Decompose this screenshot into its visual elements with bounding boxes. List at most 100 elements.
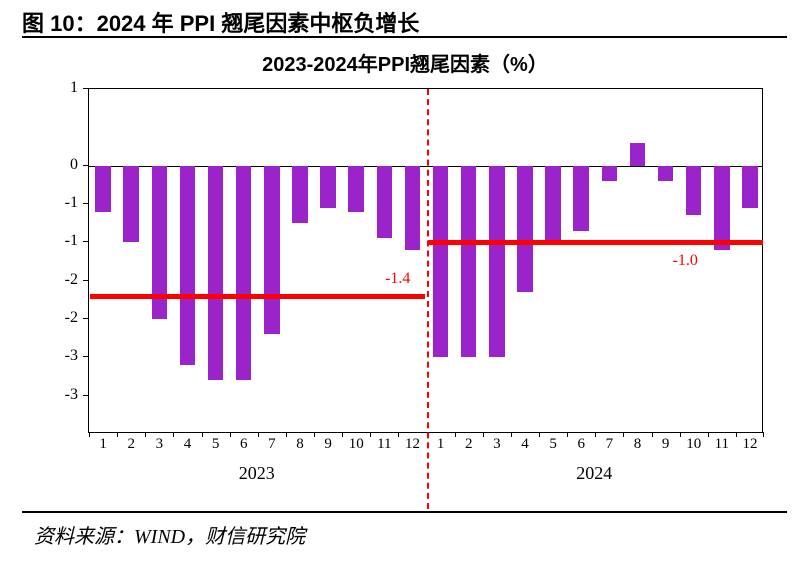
x-tick-label: 10 <box>349 436 364 453</box>
bar <box>602 166 617 181</box>
x-tick <box>89 432 90 437</box>
bar <box>264 166 279 335</box>
y-tick-label: -2 <box>28 271 78 289</box>
bar <box>208 166 223 381</box>
x-tick <box>342 432 343 437</box>
y-tick-label: -3 <box>28 347 78 365</box>
bar <box>95 166 110 212</box>
x-tick <box>117 432 118 437</box>
year-label: 2023 <box>239 463 275 484</box>
bar <box>348 166 363 212</box>
x-tick-label: 1 <box>99 436 107 453</box>
x-tick <box>652 432 653 437</box>
x-tick <box>173 432 174 437</box>
y-tick <box>83 356 88 357</box>
x-tick <box>370 432 371 437</box>
y-tick <box>83 203 88 204</box>
bar <box>573 166 588 231</box>
x-tick-label: 7 <box>606 436 614 453</box>
figure-caption: 图 10：2024 年 PPI 翘尾因素中枢负增长 <box>22 6 419 38</box>
chart-title: 2023-2024年PPI翘尾因素（%） <box>28 48 782 77</box>
x-tick <box>314 432 315 437</box>
x-tick <box>539 432 540 437</box>
y-tick <box>83 165 88 166</box>
x-tick-label: 5 <box>549 436 557 453</box>
x-tick-label: 2 <box>465 436 473 453</box>
x-tick-label: 3 <box>493 436 501 453</box>
avg-line <box>90 294 425 299</box>
plot-area: 123456789101112123456789101112-1.4-1.0 <box>88 88 763 433</box>
x-tick <box>230 432 231 437</box>
y-tick <box>83 88 88 89</box>
bar <box>630 143 645 166</box>
bar <box>320 166 335 208</box>
divider-top <box>22 36 787 38</box>
year-label: 2024 <box>576 463 612 484</box>
x-tick-label: 4 <box>521 436 529 453</box>
x-tick <box>595 432 596 437</box>
x-tick <box>708 432 709 437</box>
y-tick-label: -2 <box>28 309 78 327</box>
bar <box>461 166 476 358</box>
x-tick <box>567 432 568 437</box>
y-tick-label: -1 <box>28 194 78 212</box>
divider-bottom <box>22 511 787 513</box>
bar <box>545 166 560 243</box>
x-tick-label: 9 <box>324 436 332 453</box>
y-tick <box>83 280 88 281</box>
x-tick-label: 7 <box>268 436 276 453</box>
y-tick-label: -3 <box>28 386 78 404</box>
y-tick-label: -1 <box>28 232 78 250</box>
x-tick <box>623 432 624 437</box>
x-tick-label: 6 <box>577 436 585 453</box>
x-tick <box>511 432 512 437</box>
x-tick <box>286 432 287 437</box>
x-tick-label: 5 <box>212 436 220 453</box>
x-tick <box>258 432 259 437</box>
bar <box>489 166 504 358</box>
bar <box>714 166 729 250</box>
bar <box>405 166 420 250</box>
x-tick-label: 8 <box>296 436 304 453</box>
x-tick <box>763 432 764 437</box>
x-tick-label: 8 <box>634 436 642 453</box>
avg-label: -1.4 <box>385 270 410 288</box>
y-tick-label: 1 <box>28 79 78 97</box>
bar <box>236 166 251 381</box>
chart-container: 2023-2024年PPI翘尾因素（%） 1234567891011121234… <box>28 40 782 508</box>
x-tick-label: 10 <box>686 436 701 453</box>
x-tick-label: 4 <box>184 436 192 453</box>
y-tick <box>83 241 88 242</box>
bar <box>517 166 532 293</box>
bar <box>292 166 307 224</box>
x-tick <box>455 432 456 437</box>
bar <box>433 166 448 358</box>
bar <box>686 166 701 216</box>
x-tick-label: 6 <box>240 436 248 453</box>
x-tick <box>483 432 484 437</box>
y-tick <box>83 395 88 396</box>
x-tick-label: 1 <box>437 436 445 453</box>
x-tick-label: 11 <box>715 436 729 453</box>
bar <box>123 166 138 243</box>
source-text: 资料来源：WIND，财信研究院 <box>34 520 305 549</box>
bar <box>742 166 757 208</box>
x-tick-label: 11 <box>377 436 391 453</box>
bar <box>180 166 195 365</box>
x-tick <box>202 432 203 437</box>
x-tick-label: 12 <box>742 436 757 453</box>
x-tick-label: 12 <box>405 436 420 453</box>
x-tick <box>398 432 399 437</box>
x-tick <box>145 432 146 437</box>
x-tick <box>680 432 681 437</box>
y-tick <box>83 318 88 319</box>
x-tick <box>736 432 737 437</box>
x-tick-label: 2 <box>127 436 135 453</box>
year-divider <box>427 89 429 509</box>
bar <box>658 166 673 181</box>
x-tick-label: 3 <box>156 436 164 453</box>
avg-line <box>428 240 763 245</box>
x-tick-label: 9 <box>662 436 670 453</box>
y-tick-label: 0 <box>28 156 78 174</box>
avg-label: -1.0 <box>673 252 698 270</box>
